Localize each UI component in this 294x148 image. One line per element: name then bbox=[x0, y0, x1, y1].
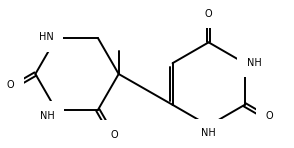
Text: NH: NH bbox=[247, 58, 261, 67]
Text: O: O bbox=[110, 130, 118, 140]
Text: O: O bbox=[6, 80, 14, 90]
Text: O: O bbox=[205, 9, 213, 19]
Text: NH: NH bbox=[201, 128, 216, 138]
Text: O: O bbox=[265, 111, 273, 121]
Text: NH: NH bbox=[40, 111, 54, 121]
Text: HN: HN bbox=[39, 32, 54, 42]
